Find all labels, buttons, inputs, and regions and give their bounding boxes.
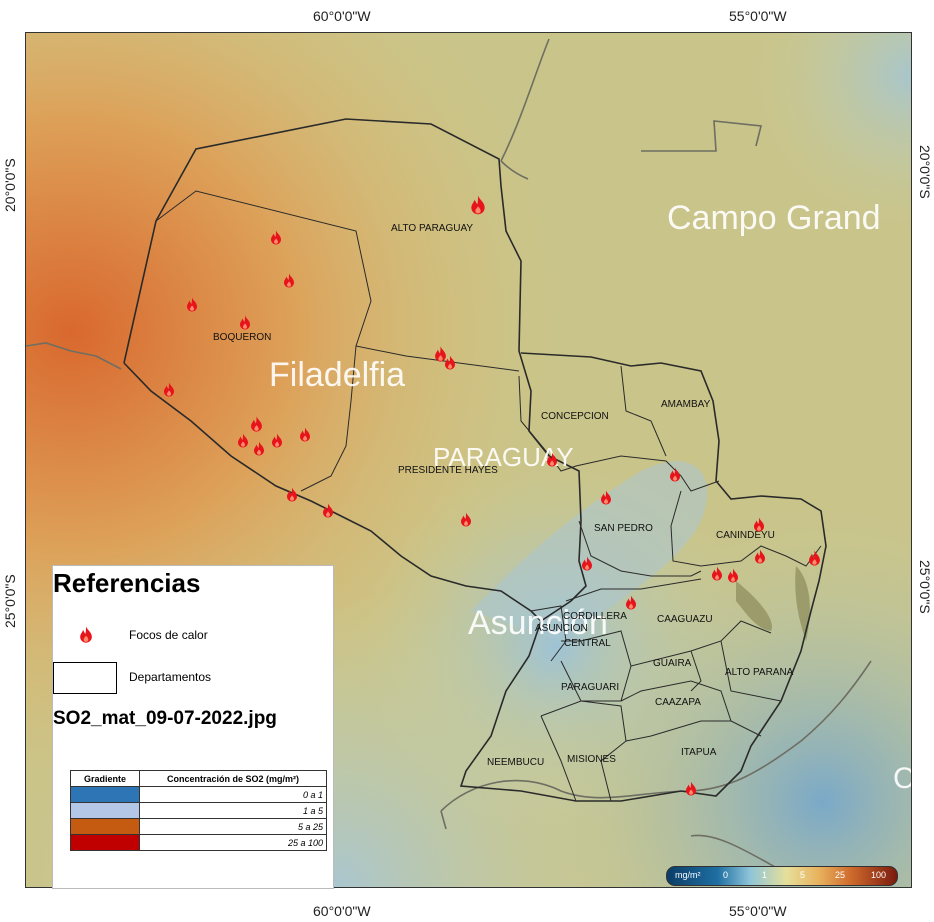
city-asuncion: Asunción <box>468 604 608 642</box>
lat-label-left-upper: 20°0'0"S <box>2 158 18 212</box>
lat-label-left-lower: 25°0'0"S <box>2 574 18 628</box>
dept-label-cordillera: CORDILLERA <box>563 611 627 622</box>
lon-label-top-right: 55°0'0"W <box>729 8 787 24</box>
dept-label-san-pedro: SAN PEDRO <box>594 523 653 534</box>
city-edge-c: C <box>893 762 911 795</box>
legend-row: 1 a 5 <box>70 802 327 819</box>
dept-label-amambay: AMAMBAY <box>661 399 711 410</box>
dept-label-paraguari: PARAGUARI <box>561 682 619 693</box>
legend-table-header-gradient: Gradiente <box>70 770 140 787</box>
legend-row: 25 a 100 <box>70 834 327 851</box>
colorbar-tick-1: 1 <box>762 870 768 880</box>
lon-label-bottom-right: 55°0'0"W <box>729 903 787 919</box>
legend-dept-swatch <box>53 662 117 694</box>
lat-label-right-upper: 20°0'0"S <box>917 145 933 199</box>
colorbar-tick-2: 5 <box>800 870 806 880</box>
dept-label-alto-parana: ALTO PARANA <box>725 667 794 678</box>
colorbar-tick-3: 25 <box>835 870 846 880</box>
city-filadelfia: Filadelfia <box>269 356 405 394</box>
dept-label-boqueron: BOQUERON <box>213 332 271 343</box>
legend-row: 0 a 1 <box>70 786 327 803</box>
so2-colorbar: mg/m² 0 1 5 25 100 <box>666 866 898 886</box>
dept-label-neembucu: NEEMBUCU <box>487 757 544 768</box>
fire-icon <box>80 626 92 643</box>
legend-swatch <box>70 818 140 835</box>
dept-label-itapua: ITAPUA <box>681 747 717 758</box>
dept-label-caazapa: CAAZAPA <box>655 697 701 708</box>
legend-dept-label: Departamentos <box>129 670 212 684</box>
legend-fire-label: Focos de calor <box>129 628 208 642</box>
legend-swatch <box>70 834 140 851</box>
legend-title: Referencias <box>53 568 201 598</box>
legend-swatch <box>70 786 140 803</box>
lon-label-top-left: 60°0'0"W <box>313 8 371 24</box>
lat-label-right-lower: 25°0'0"S <box>917 560 933 614</box>
legend-swatch <box>70 802 140 819</box>
dept-label-concepcion: CONCEPCION <box>541 411 609 422</box>
dept-label-presidente-hayes: PRESIDENTE HAYES <box>398 465 498 476</box>
city-campo-grande: Campo Grand <box>667 199 881 237</box>
legend-filename: SO2_mat_09-07-2022.jpg <box>53 708 277 729</box>
colorbar-tick-0: 0 <box>723 870 729 880</box>
legend-range: 0 a 1 <box>139 786 327 803</box>
legend-range: 25 a 100 <box>139 834 327 851</box>
colorbar-tick-4: 100 <box>871 870 887 880</box>
dept-label-guaira: GUAIRA <box>653 658 692 669</box>
legend-gradient-table: Gradiente Concentración de SO2 (mg/m²) 0… <box>70 770 327 851</box>
legend-row: 5 a 25 <box>70 818 327 835</box>
legend-range: 5 a 25 <box>139 818 327 835</box>
dept-label-misiones: MISIONES <box>567 754 616 765</box>
lon-label-bottom-left: 60°0'0"W <box>313 903 371 919</box>
legend-table-header-conc: Concentración de SO2 (mg/m²) <box>139 770 327 787</box>
legend-range: 1 a 5 <box>139 802 327 819</box>
legend-panel: Referencias Focos de calor Departamentos… <box>52 565 334 889</box>
dept-label-alto-paraguay: ALTO PARAGUAY <box>391 223 473 234</box>
dept-label-canindeyu: CANINDEYU <box>716 530 775 541</box>
dept-label-caaguazu: CAAGUAZU <box>657 614 713 625</box>
dept-label-central: CENTRAL <box>564 638 611 649</box>
dept-label-asuncion: ASUNCION <box>535 623 588 634</box>
colorbar-unit: mg/m² <box>675 870 701 880</box>
